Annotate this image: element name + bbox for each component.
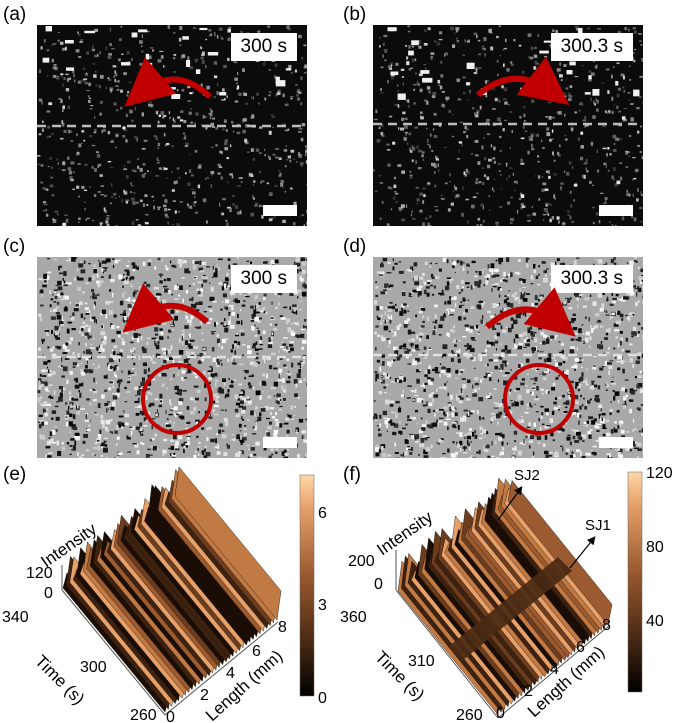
- y-tick-e-0: 340: [2, 609, 29, 626]
- y-tick-f-0: 360: [340, 609, 367, 626]
- microscopy-image-b: 300.3 s: [373, 25, 643, 226]
- scale-bar-d: [599, 437, 633, 448]
- x-tick-f-2: 4: [550, 661, 559, 678]
- x-tick-f-3: 6: [576, 639, 585, 656]
- y-tick-f-2: 260: [456, 707, 483, 723]
- microscopy-image-d: 300.3 s: [373, 257, 643, 458]
- colorbar-tick-f-1: 80: [646, 539, 664, 556]
- rotation-arrow-ccw-a: [124, 57, 213, 107]
- colorbar-tick-f-2: 40: [646, 613, 664, 630]
- y-tick-e-2: 260: [130, 707, 157, 723]
- z-tick-f-0: 200: [348, 553, 375, 570]
- x-tick-f-4: 8: [602, 617, 611, 634]
- scale-bar-b: [599, 205, 633, 216]
- x-tick-e-3: 6: [252, 643, 261, 660]
- colorbar-tick-e-0: 6: [318, 505, 327, 522]
- x-tick-f-0: 0: [496, 705, 505, 722]
- scale-bar-c: [263, 437, 297, 448]
- z-tick-f-1: 0: [374, 576, 383, 593]
- surface-plot-e: Intensity 120 0 340 300 260 Time (s) 0 2…: [2, 466, 327, 723]
- x-tick-e-2: 4: [226, 665, 235, 682]
- surface-plot-f: SJ2 SJ1 Intensity 200 0 360 310 260 Time…: [340, 465, 673, 723]
- x-tick-f-1: 2: [524, 683, 533, 700]
- panel-label-c: (c): [3, 236, 26, 257]
- z-tick-e-1: 0: [44, 585, 53, 602]
- x-tick-e-0: 0: [166, 709, 175, 723]
- rotation-arrow-cw-b: [476, 56, 570, 106]
- x-tick-e-1: 2: [200, 687, 209, 704]
- annotation-sj2: SJ2: [514, 467, 540, 484]
- y-tick-f-1: 310: [408, 653, 435, 670]
- colorbar-tick-e-1: 3: [318, 597, 327, 614]
- panel-label-a: (a): [3, 4, 27, 25]
- colorbar-f: [627, 471, 643, 693]
- surface-ridges-f: [397, 477, 613, 716]
- x-tick-e-4: 8: [278, 619, 287, 636]
- scale-bar-a: [263, 205, 297, 216]
- z-tick-e-0: 120: [26, 565, 53, 582]
- rotation-arrow-ccw-c: [122, 283, 210, 333]
- image-overlays: [37, 56, 643, 435]
- time-label-c: 300 s: [230, 265, 297, 293]
- colorbar-tick-f-0: 120: [646, 465, 673, 482]
- panel-label-d: (d): [343, 236, 367, 257]
- panel-label-b: (b): [343, 4, 367, 25]
- annotation-arrow-sj1: [569, 536, 596, 569]
- highlight-circle-d: [503, 363, 575, 435]
- colorbar-tick-e-2: 0: [318, 690, 327, 707]
- time-label-a: 300 s: [230, 33, 297, 61]
- surface-ridges-e: [62, 466, 282, 713]
- panel-label-e: (e): [3, 464, 27, 485]
- annotation-arrow-sj2: [497, 486, 523, 521]
- highlight-circle-c: [141, 363, 213, 435]
- rotation-arrow-cw-d: [484, 287, 576, 337]
- colorbar-e: [299, 474, 315, 697]
- y-tick-e-1: 300: [80, 659, 107, 676]
- panel-label-f: (f): [343, 464, 361, 485]
- time-label-b: 300.3 s: [550, 33, 633, 61]
- annotation-sj1: SJ1: [585, 517, 611, 534]
